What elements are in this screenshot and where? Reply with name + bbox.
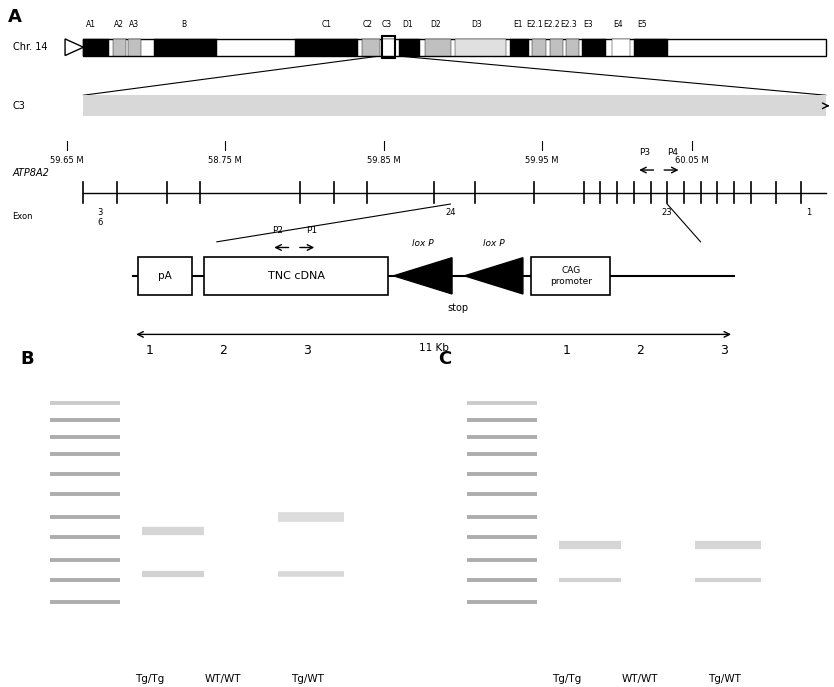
Bar (531, 257, 610, 295)
Text: 23: 23 (662, 207, 672, 217)
Bar (532, 38, 545, 56)
Text: 59.65 M: 59.65 M (50, 156, 83, 165)
Polygon shape (465, 258, 523, 294)
Text: A2: A2 (114, 21, 124, 30)
Bar (113, 38, 127, 56)
Bar (550, 38, 563, 56)
Text: D2: D2 (430, 21, 441, 30)
Text: Chr. 14: Chr. 14 (13, 42, 47, 52)
Text: 1: 1 (562, 344, 570, 357)
Bar (362, 38, 380, 56)
Text: Tg/WT: Tg/WT (290, 674, 324, 684)
Bar (634, 38, 667, 56)
Text: 11 Kb: 11 Kb (419, 343, 449, 352)
Bar (83, 38, 826, 56)
Bar (510, 38, 529, 56)
Text: WT/WT: WT/WT (621, 674, 658, 684)
Text: B: B (181, 21, 186, 30)
Text: 59.85 M: 59.85 M (367, 156, 400, 165)
Bar (128, 38, 141, 56)
Text: Exon: Exon (13, 212, 33, 221)
Bar (399, 38, 420, 56)
Text: Tg/WT: Tg/WT (707, 674, 741, 684)
Text: stop: stop (448, 304, 469, 313)
Text: TNC cDNA: TNC cDNA (268, 271, 324, 281)
Bar (83, 38, 109, 56)
Text: P4: P4 (667, 148, 679, 157)
Text: E5: E5 (637, 21, 647, 30)
Bar (425, 38, 451, 56)
Bar (565, 38, 580, 56)
Text: 1: 1 (806, 207, 811, 217)
Text: Tg/Tg: Tg/Tg (134, 674, 164, 684)
Polygon shape (65, 39, 83, 56)
Text: C2: C2 (363, 21, 373, 30)
Text: P3: P3 (639, 148, 651, 157)
Text: C1: C1 (322, 21, 332, 30)
Text: 2: 2 (219, 344, 227, 357)
Text: A1: A1 (86, 21, 96, 30)
Text: A: A (8, 8, 23, 25)
Text: C: C (438, 350, 451, 368)
Bar (154, 38, 217, 56)
Bar (295, 38, 358, 56)
Text: lox P: lox P (483, 239, 505, 248)
Text: CAG
promoter: CAG promoter (550, 266, 592, 286)
Text: E4: E4 (613, 21, 623, 30)
Text: D1: D1 (403, 21, 413, 30)
Text: 1: 1 (145, 344, 153, 357)
Text: 2: 2 (636, 344, 644, 357)
Text: 60.05 M: 60.05 M (676, 156, 709, 165)
Bar (582, 38, 606, 56)
Text: 3
6: 3 6 (98, 207, 103, 227)
Text: C3: C3 (381, 21, 391, 30)
Bar (83, 95, 826, 116)
Text: 3: 3 (303, 344, 311, 357)
Bar (382, 36, 395, 58)
Bar (138, 257, 192, 295)
Text: ATP8A2: ATP8A2 (13, 168, 49, 177)
Text: P2: P2 (272, 226, 283, 235)
Text: D3: D3 (471, 21, 482, 30)
Text: 58.75 M: 58.75 M (208, 156, 242, 165)
Text: lox P: lox P (412, 239, 434, 248)
Bar (612, 38, 631, 56)
Bar (382, 38, 395, 56)
Text: E2.2: E2.2 (544, 21, 560, 30)
Text: E3: E3 (583, 21, 593, 30)
Text: B: B (21, 350, 34, 368)
Text: Tg/Tg: Tg/Tg (551, 674, 581, 684)
Text: 59.95 M: 59.95 M (525, 156, 559, 165)
Bar (455, 38, 506, 56)
Polygon shape (394, 258, 452, 294)
Text: 3: 3 (720, 344, 728, 357)
Text: A3: A3 (128, 21, 139, 30)
Text: WT/WT: WT/WT (204, 674, 241, 684)
Text: E2.3: E2.3 (560, 21, 577, 30)
Text: E2.1: E2.1 (526, 21, 543, 30)
Text: pA: pA (158, 271, 172, 281)
Text: C3: C3 (13, 101, 25, 111)
Bar (204, 257, 388, 295)
Text: 24: 24 (445, 207, 455, 217)
Text: P1: P1 (306, 226, 317, 235)
Text: E1: E1 (513, 21, 522, 30)
